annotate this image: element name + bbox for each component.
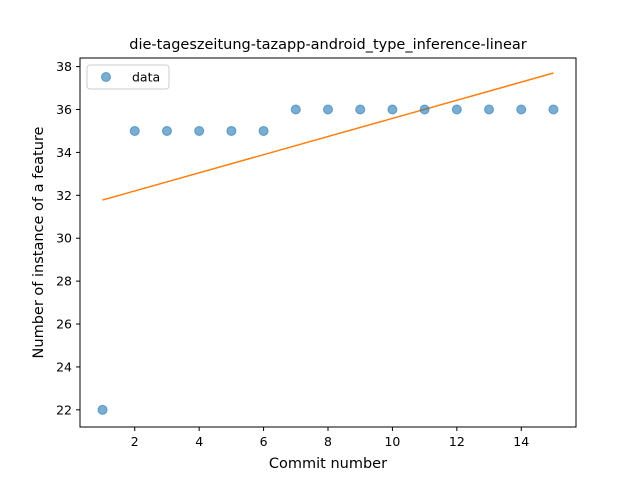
x-axis-label: Commit number: [269, 456, 387, 472]
x-tick-label: 2: [131, 434, 139, 449]
y-tick-label: 24: [56, 359, 72, 374]
y-tick-label: 22: [56, 402, 72, 417]
data-point: [484, 104, 495, 115]
data-point: [516, 104, 527, 115]
x-tick-label: 8: [324, 434, 332, 449]
legend-box: [86, 64, 170, 90]
y-tick-label: 34: [56, 145, 72, 160]
chart-title: die-tageszeitung-tazapp-android_type_inf…: [129, 37, 527, 53]
data-point: [161, 125, 172, 136]
legend: data: [86, 64, 170, 90]
data-point: [323, 104, 333, 115]
y-tick-label: 26: [56, 317, 72, 332]
legend-entry-data: data: [132, 70, 160, 85]
data-point: [226, 125, 237, 136]
data-point: [194, 125, 205, 136]
y-axis-label: Number of instance of a feature: [31, 126, 47, 358]
x-tick-label: 6: [260, 434, 268, 449]
data-point: [548, 104, 559, 115]
data-point: [419, 104, 430, 115]
x-tick-label: 10: [384, 434, 400, 449]
data-point: [258, 125, 269, 136]
data-point: [355, 104, 366, 115]
y-tick-label: 28: [56, 274, 72, 289]
plot-layer: [97, 72, 559, 415]
legend-marker-icon: [101, 72, 111, 82]
data-point: [290, 104, 301, 115]
y-tick-label: 38: [56, 59, 72, 74]
y-tick-label: 32: [56, 188, 72, 203]
data-point: [387, 104, 398, 115]
data-point: [451, 104, 462, 115]
x-tick-label: 12: [449, 434, 465, 449]
x-tick-label: 4: [195, 434, 203, 449]
trend-line: [102, 72, 554, 201]
y-tick-label: 36: [56, 102, 72, 117]
x-tick-label: 14: [513, 434, 529, 449]
data-point: [129, 125, 140, 136]
y-tick-label: 30: [56, 231, 72, 246]
data-point: [97, 404, 108, 415]
